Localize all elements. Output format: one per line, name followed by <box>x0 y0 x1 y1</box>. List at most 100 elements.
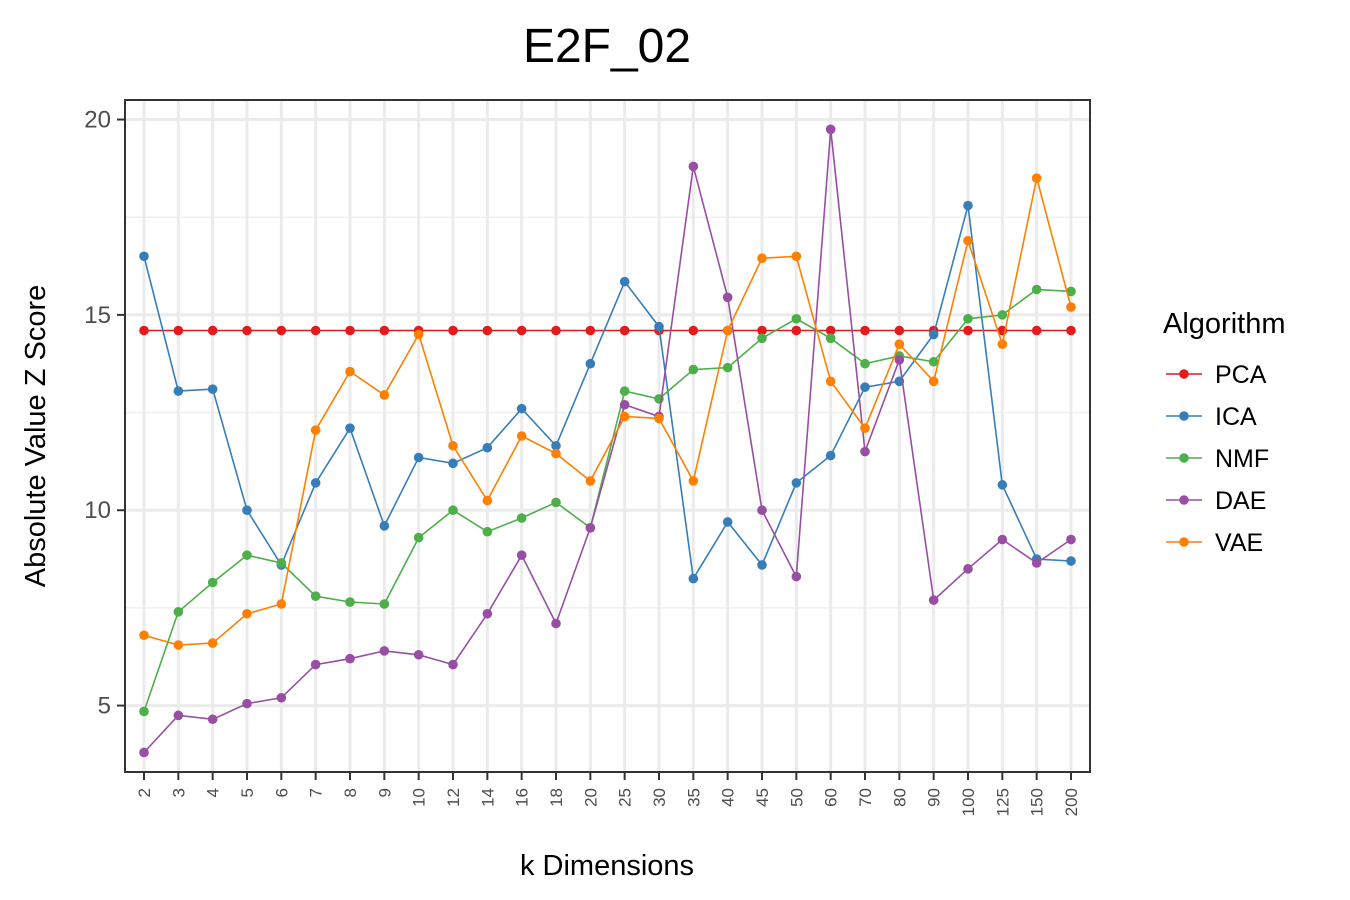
x-tick-label: 30 <box>650 788 669 807</box>
data-point-ica <box>1066 556 1076 566</box>
data-point-dae <box>551 618 561 629</box>
data-point-dae <box>345 653 355 664</box>
chart-title: E2F_02 <box>523 20 691 73</box>
data-point-vae <box>997 339 1008 349</box>
series-nmf <box>139 284 1076 717</box>
data-point-pca <box>242 325 252 336</box>
data-point-dae <box>860 446 870 457</box>
data-point-nmf <box>173 607 184 617</box>
data-point-vae <box>173 640 184 650</box>
data-point-nmf <box>963 313 973 324</box>
series-line-dae <box>143 129 1072 754</box>
data-point-ica <box>997 480 1008 490</box>
data-point-vae <box>242 608 252 619</box>
data-point-dae <box>997 534 1008 545</box>
data-point-dae <box>482 608 493 619</box>
data-point-dae <box>963 564 973 574</box>
legend-item-pca: PCA <box>1166 361 1267 389</box>
data-point-dae <box>516 550 527 560</box>
x-tick-label: 10 <box>410 788 429 807</box>
x-tick-label: 40 <box>719 788 738 807</box>
data-point-pca <box>139 325 149 336</box>
legend-item-nmf: NMF <box>1166 445 1269 473</box>
data-point-nmf <box>482 526 493 537</box>
y-tick-label: 10 <box>84 497 111 524</box>
data-point-ica <box>722 517 733 527</box>
data-point-vae <box>276 599 287 609</box>
data-point-vae <box>654 413 664 424</box>
y-axis-title: Absolute Value Z Score <box>20 285 52 588</box>
y-axis: 5 10 15 20 <box>84 107 125 720</box>
data-point-nmf <box>310 591 321 601</box>
data-point-pca <box>825 325 836 336</box>
legend: Algorithm PCA ICA NMF DAE VAE <box>1163 308 1286 557</box>
data-point-pca <box>688 325 699 336</box>
data-point-dae <box>825 124 836 135</box>
x-tick-label: 2 <box>135 788 154 797</box>
data-point-ica <box>585 358 596 369</box>
data-point-vae <box>963 235 973 246</box>
data-point-dae <box>276 692 287 703</box>
data-point-nmf <box>928 356 939 367</box>
grid <box>125 100 1090 772</box>
data-point-pca <box>516 325 527 336</box>
data-point-dae <box>413 649 424 660</box>
data-point-ica <box>963 200 973 211</box>
data-point-vae <box>860 423 870 433</box>
data-point-nmf <box>345 597 355 607</box>
data-point-pca <box>1066 325 1076 336</box>
legend-key-point <box>1179 411 1189 421</box>
data-point-pca <box>173 325 184 336</box>
x-tick-label: 14 <box>478 788 497 807</box>
x-tick-label: 70 <box>856 788 875 807</box>
data-point-vae <box>791 251 802 262</box>
data-point-ica <box>619 276 630 287</box>
data-point-pca <box>757 325 767 336</box>
data-point-ica <box>139 251 149 262</box>
x-tick-label: 60 <box>822 788 841 807</box>
data-point-vae <box>413 329 424 340</box>
data-point-pca <box>585 325 596 336</box>
data-point-vae <box>482 495 493 506</box>
data-point-dae <box>1066 534 1076 545</box>
data-point-nmf <box>1031 284 1042 295</box>
x-tick-label: 8 <box>341 788 360 797</box>
legend-item-ica: ICA <box>1166 403 1257 431</box>
data-point-pca <box>310 325 321 336</box>
data-point-vae <box>345 366 355 377</box>
data-point-vae <box>207 638 218 648</box>
legend-item-vae: VAE <box>1166 529 1263 557</box>
data-point-dae <box>894 355 905 365</box>
data-point-nmf <box>791 313 802 324</box>
data-point-dae <box>585 523 596 533</box>
data-point-ica <box>207 384 218 394</box>
data-point-ica <box>928 329 939 340</box>
data-point-ica <box>757 560 767 570</box>
series-layer <box>139 124 1076 758</box>
data-point-ica <box>173 386 184 396</box>
data-point-vae <box>688 476 699 486</box>
data-point-pca <box>276 325 287 336</box>
data-point-ica <box>379 521 390 531</box>
data-point-nmf <box>448 505 458 516</box>
x-tick-label: 25 <box>616 788 635 807</box>
legend-item-dae: DAE <box>1166 487 1266 515</box>
data-point-pca <box>482 325 493 336</box>
data-point-ica <box>448 458 458 469</box>
data-point-dae <box>242 698 252 709</box>
data-point-vae <box>585 476 596 486</box>
data-point-vae <box>516 431 527 441</box>
data-point-vae <box>379 390 390 400</box>
x-tick-label: 16 <box>513 788 532 807</box>
data-point-vae <box>551 448 561 459</box>
x-tick-label: 80 <box>890 788 909 807</box>
data-point-ica <box>345 423 355 433</box>
x-tick-label: 12 <box>444 788 463 807</box>
data-point-ica <box>516 403 527 414</box>
data-point-dae <box>757 505 767 516</box>
data-point-vae <box>757 253 767 264</box>
y-tick-label: 15 <box>84 302 111 329</box>
x-tick-label: 3 <box>169 788 188 797</box>
data-point-dae <box>173 710 184 721</box>
data-point-ica <box>791 478 802 488</box>
